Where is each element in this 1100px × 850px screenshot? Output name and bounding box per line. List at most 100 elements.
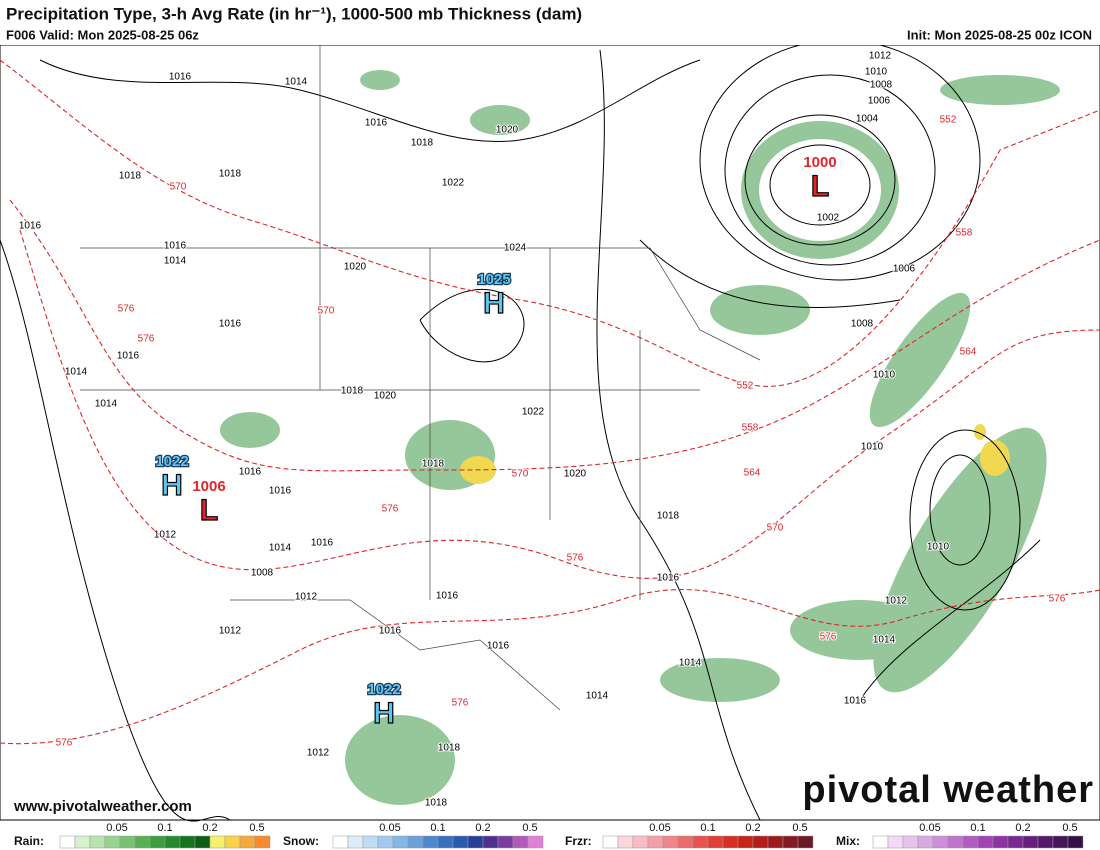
isobar-label: 1010 bbox=[865, 67, 888, 78]
thickness-label: 576 bbox=[56, 738, 73, 749]
thickness-label: 576 bbox=[452, 698, 469, 709]
legend: Rain: 0.05 0.1 0.2 0.5 Snow: 0.05 0.1 0.2 0.5 Frzr… bbox=[14, 822, 1084, 849]
isobar-label: 1006 bbox=[868, 96, 891, 107]
legend-tick: 0.1 bbox=[970, 822, 985, 834]
thickness-label: 558 bbox=[956, 228, 973, 239]
legend-tick: 0.1 bbox=[157, 822, 172, 834]
legend-swatch bbox=[872, 835, 889, 849]
legend-tick: 0.2 bbox=[1015, 822, 1030, 834]
thickness-label: 576 bbox=[138, 334, 155, 345]
legend-swatch bbox=[977, 835, 994, 849]
legend-tick: 0.5 bbox=[1062, 822, 1077, 834]
legend-swatch bbox=[149, 835, 166, 849]
isobar-label: 1018 bbox=[657, 511, 680, 522]
isobar-label: 1012 bbox=[154, 530, 177, 541]
isobar-label: 1022 bbox=[442, 178, 465, 189]
isobar-label: 1008 bbox=[251, 568, 274, 579]
thickness-label: 576 bbox=[382, 504, 399, 515]
legend-swatch bbox=[134, 835, 151, 849]
isobar-label: 1004 bbox=[856, 114, 879, 125]
isobar-label: 1016 bbox=[311, 538, 334, 549]
legend-swatch bbox=[209, 835, 226, 849]
watermark: www.pivotalweather.com bbox=[13, 798, 192, 815]
isobar-label: 1016 bbox=[436, 591, 459, 602]
center-symbol: L bbox=[200, 494, 218, 527]
map-labels: 1016 1014 1016 1018 1020 1022 1018 1018 1016 1016… bbox=[18, 50, 1067, 810]
legend-swatch bbox=[602, 835, 619, 849]
legend-tick: 0.1 bbox=[700, 822, 715, 834]
legend-swatch bbox=[239, 835, 256, 849]
legend-tick: 0.05 bbox=[919, 822, 940, 834]
center-value: 1022 bbox=[367, 681, 400, 698]
isobar-label: 1014 bbox=[164, 256, 187, 267]
legend-swatch bbox=[332, 835, 349, 849]
legend-swatch bbox=[707, 835, 724, 849]
header-bg bbox=[0, 0, 1100, 45]
legend-swatch bbox=[377, 835, 394, 849]
legend-swatch bbox=[1037, 835, 1054, 849]
legend-swatch bbox=[347, 835, 364, 849]
legend-swatch bbox=[179, 835, 196, 849]
isobar-label: 1016 bbox=[164, 241, 187, 252]
legend-swatch bbox=[452, 835, 469, 849]
isobar-label: 1014 bbox=[65, 367, 88, 378]
isobar-label: 1012 bbox=[295, 592, 318, 603]
thickness-label: 576 bbox=[820, 632, 837, 643]
legend-label: Frzr: bbox=[565, 834, 592, 848]
thickness-label: 552 bbox=[940, 115, 957, 126]
legend-swatch bbox=[467, 835, 484, 849]
center-value: 1022 bbox=[155, 453, 188, 470]
thickness-label: 564 bbox=[744, 468, 761, 479]
isobar-label: 1012 bbox=[869, 51, 892, 62]
isobar-label: 1008 bbox=[870, 80, 893, 91]
legend-swatch bbox=[887, 835, 904, 849]
isobar-label: 1014 bbox=[95, 399, 118, 410]
legend-swatch bbox=[392, 835, 409, 849]
thickness-label: 570 bbox=[767, 523, 784, 534]
legend-swatch bbox=[1007, 835, 1024, 849]
legend-tick: 0.2 bbox=[745, 822, 760, 834]
isobar-label: 1016 bbox=[379, 626, 402, 637]
legend-tick: 0.5 bbox=[249, 822, 264, 834]
borders bbox=[80, 45, 761, 711]
legend-swatch bbox=[662, 835, 679, 849]
isobar-label: 1014 bbox=[873, 635, 896, 646]
legend-swatch bbox=[917, 835, 934, 849]
legend-swatch bbox=[1067, 835, 1084, 849]
legend-tick: 0.5 bbox=[792, 822, 807, 834]
center-value: 1025 bbox=[477, 271, 510, 288]
thickness-label: 576 bbox=[567, 553, 584, 564]
isobar-label: 1006 bbox=[893, 264, 916, 275]
legend-tick: 0.2 bbox=[202, 822, 217, 834]
legend-swatch bbox=[59, 835, 76, 849]
legend-tick: 0.05 bbox=[106, 822, 127, 834]
isobar-label: 1012 bbox=[219, 626, 242, 637]
legend-swatch bbox=[497, 835, 514, 849]
isobar-label: 1018 bbox=[422, 459, 445, 470]
isobars bbox=[0, 39, 1041, 822]
isobar-label: 1012 bbox=[307, 748, 330, 759]
isobar-label: 1016 bbox=[117, 351, 140, 362]
center-symbol: H bbox=[373, 697, 395, 730]
isobar-label: 1018 bbox=[438, 743, 461, 754]
legend-swatch bbox=[737, 835, 754, 849]
isobar-label: 1010 bbox=[873, 370, 896, 381]
isobar-label: 1018 bbox=[119, 171, 142, 182]
legend-swatch bbox=[752, 835, 769, 849]
center-symbol: L bbox=[811, 170, 829, 203]
isobar-label: 1014 bbox=[269, 543, 292, 554]
legend-swatch bbox=[74, 835, 91, 849]
thickness-label: 558 bbox=[742, 423, 759, 434]
isobar-label: 1010 bbox=[861, 442, 884, 453]
thickness-label: 570 bbox=[512, 469, 529, 480]
isobar-label: 1002 bbox=[817, 213, 840, 224]
isobar-label: 1018 bbox=[411, 138, 434, 149]
isobar-label: 1020 bbox=[344, 262, 367, 273]
isobar-label: 1008 bbox=[851, 319, 874, 330]
center-symbol: H bbox=[161, 469, 183, 502]
isobar-label: 1018 bbox=[341, 386, 364, 397]
isobar-label: 1014 bbox=[586, 691, 609, 702]
isobar-label: 1016 bbox=[487, 641, 510, 652]
isobar-label: 1020 bbox=[496, 125, 519, 136]
